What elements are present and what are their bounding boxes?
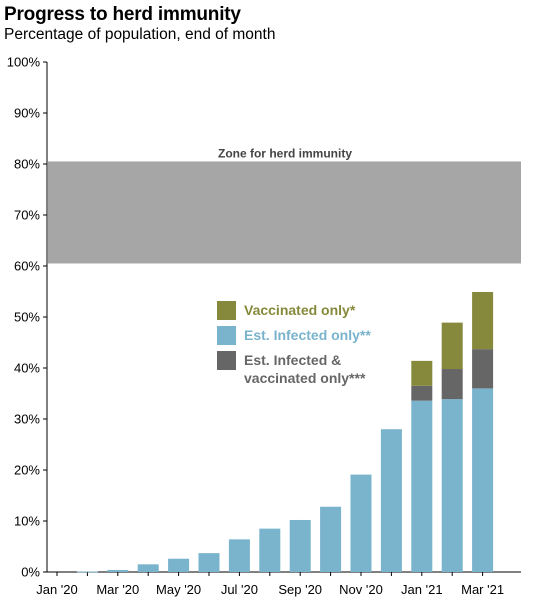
y-tick-label: 70% <box>14 208 40 223</box>
bar-segment <box>411 400 433 572</box>
x-tick-label: Jul '20 <box>221 582 258 597</box>
bar-segment <box>380 429 402 572</box>
legend-label: vaccinated only*** <box>244 370 366 386</box>
legend: Vaccinated only* Est. Infected only** Est.… <box>217 301 371 386</box>
bar-segment <box>472 292 494 350</box>
x-tick-label: May '20 <box>156 582 201 597</box>
y-tick-label: 90% <box>14 106 40 121</box>
herd-immunity-zone <box>48 161 521 264</box>
y-tick-label: 50% <box>14 310 40 325</box>
y-tick-label: 100% <box>7 55 41 70</box>
bar-segment <box>289 519 311 572</box>
y-tick-label: 60% <box>14 259 40 274</box>
bar-segment <box>259 528 281 572</box>
y-tick-label: 20% <box>14 463 40 478</box>
bar-segment <box>441 399 463 572</box>
y-tick-label: 10% <box>14 514 40 529</box>
x-tick-label: Nov '20 <box>339 582 383 597</box>
bar-segment <box>472 388 494 572</box>
x-tick-label: Mar '21 <box>461 582 504 597</box>
zone-label: Zone for herd immunity <box>218 146 352 160</box>
x-tick-label: Mar '20 <box>96 582 139 597</box>
chart-subtitle: Percentage of population, end of month <box>4 26 276 43</box>
bar-segment <box>168 558 190 572</box>
bar-segment <box>411 385 433 401</box>
legend-label: Est. Infected only** <box>244 327 371 343</box>
x-axis: Jan '20 Mar '20 May '20 Jul '20 Sep '20 Nov '… <box>36 571 521 597</box>
bar-segment <box>228 539 250 572</box>
bar-segment <box>350 474 372 572</box>
y-axis: 0% 10% 20% 30% 40% 50% 60% 70% 80% 90% 100% <box>7 55 48 580</box>
zone-layer: Zone for herd immunity <box>48 146 521 264</box>
chart-title: Progress to herd immunity <box>4 4 241 25</box>
y-tick-label: 0% <box>21 565 40 580</box>
y-tick-label: 40% <box>14 361 40 376</box>
bar-segment <box>137 564 159 572</box>
bars <box>76 292 494 573</box>
x-tick-label: Jan '21 <box>401 582 443 597</box>
legend-swatch <box>217 351 236 370</box>
x-tick-label: Jan '20 <box>36 582 78 597</box>
bar-segment <box>411 360 433 386</box>
y-tick-label: 80% <box>14 157 40 172</box>
legend-swatch <box>217 301 236 320</box>
bar-segment <box>76 571 98 573</box>
bar-segment <box>441 322 463 370</box>
x-tick-label: Sep '20 <box>278 582 322 597</box>
y-tick-label: 30% <box>14 412 40 427</box>
legend-label: Est. Infected & <box>244 352 341 368</box>
bar-segment <box>107 569 129 572</box>
legend-label: Vaccinated only* <box>244 302 356 318</box>
bar-segment <box>472 349 494 389</box>
legend-swatch <box>217 326 236 345</box>
bar-segment <box>441 369 463 400</box>
bar-segment <box>320 506 342 572</box>
bar-segment <box>198 553 220 572</box>
